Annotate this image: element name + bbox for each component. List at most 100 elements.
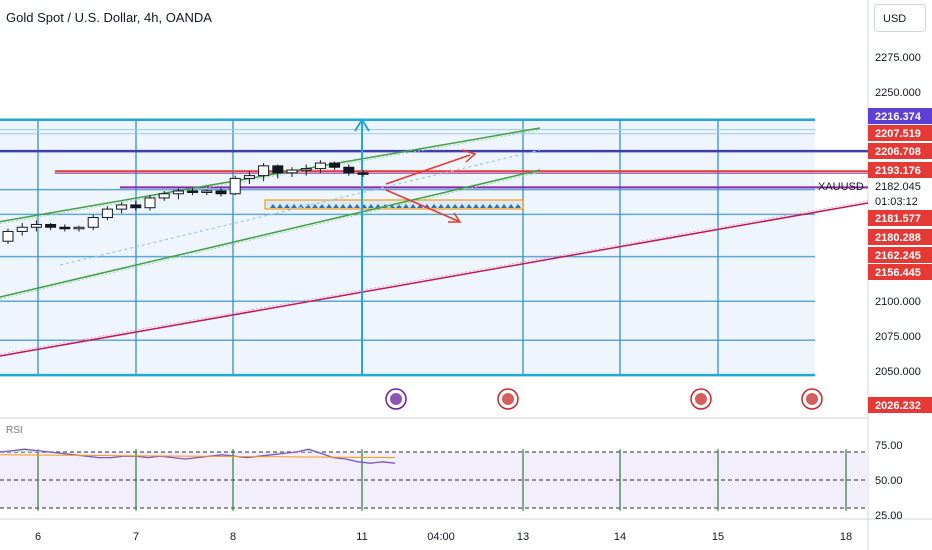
- rsi-line: [0, 448, 396, 464]
- zone-triangle-30: [480, 204, 486, 208]
- rsi-tick-2: 25.00: [875, 510, 903, 522]
- time-label-6: 14: [614, 531, 626, 543]
- bear-arrowhead: [448, 212, 462, 223]
- zone-triangle-23: [431, 204, 437, 208]
- rsi-tick-0: 75.00: [875, 440, 903, 452]
- price-tick-3: 2075.000: [875, 331, 921, 343]
- zone-triangle-9: [333, 204, 339, 208]
- rsi-label: RSI: [6, 425, 23, 436]
- candle-20: [286, 169, 298, 174]
- zone-triangle-8: [326, 204, 332, 208]
- price-badge-2: [868, 143, 932, 159]
- price-badge-8: [868, 397, 932, 413]
- last-price: 2182.045: [875, 181, 921, 193]
- zone-triangle-24: [438, 204, 444, 208]
- price-badge-6: [868, 247, 932, 263]
- time-label-1: 7: [133, 531, 139, 543]
- time-label-4: 04:00: [427, 531, 455, 543]
- zone-box: [0, 119, 815, 376]
- price-badge-label-2: 2206.708: [875, 146, 921, 158]
- bull-arrow: [385, 154, 471, 185]
- price-badge-3: [868, 162, 932, 178]
- zone-triangle-26: [452, 204, 458, 208]
- rsi-overbought-fill: [0, 449, 395, 452]
- zone-triangle-28: [466, 204, 472, 208]
- candle-11: [158, 193, 170, 199]
- candle-9: [130, 204, 142, 209]
- rsi-tick-1: 50.00: [875, 475, 903, 487]
- candle-19: [272, 165, 284, 174]
- countdown: 01:03:12: [875, 196, 918, 208]
- zone-triangle-14: [368, 204, 374, 208]
- zone-triangle-25: [445, 204, 451, 208]
- zone-triangle-20: [410, 204, 416, 208]
- event-icon-core-1: [502, 393, 514, 405]
- zone-triangle-2: [284, 204, 290, 208]
- time-label-3: 11: [356, 531, 367, 543]
- rsi-ma-line: [0, 454, 396, 459]
- zone-triangle-7: [319, 204, 325, 208]
- zone-triangle-0: [270, 204, 276, 208]
- price-badge-5: [868, 229, 932, 245]
- candle-10: [144, 197, 156, 209]
- zone-triangle-34: [508, 204, 514, 208]
- price-badge-0: [868, 108, 932, 124]
- zone-triangle-1: [277, 204, 283, 208]
- zone-triangle-33: [501, 204, 507, 208]
- time-label-2: 8: [230, 531, 236, 543]
- time-label-0: 6: [35, 531, 41, 543]
- zone-triangle-10: [340, 204, 346, 208]
- channel-lower-dots: [0, 171, 541, 300]
- currency-selector[interactable]: USD: [874, 4, 926, 32]
- candle-3: [45, 223, 57, 228]
- candle-24: [343, 166, 355, 174]
- trendline-long: [0, 202, 869, 357]
- event-icon-core-2: [695, 393, 707, 405]
- candle-6: [87, 216, 99, 228]
- price-badge-label-6: 2162.245: [875, 250, 921, 262]
- price-tick-1: 2250.000: [875, 87, 921, 99]
- channel-upper-dots: [0, 129, 541, 225]
- zone-triangle-31: [487, 204, 493, 208]
- candle-14: [201, 190, 213, 193]
- candle-23: [329, 162, 341, 168]
- candle-21: [300, 168, 312, 171]
- candle-4: [59, 226, 71, 230]
- zone-triangle-29: [473, 204, 479, 208]
- time-label-7: 15: [712, 531, 724, 543]
- zone-triangle-4: [298, 204, 304, 208]
- price-badge-label-7: 2156.445: [875, 267, 921, 279]
- price-badge-4: [868, 210, 932, 226]
- candle-0: [2, 230, 14, 242]
- candle-17: [243, 175, 255, 179]
- event-icon-core-3: [806, 393, 818, 405]
- channel-upper: [0, 127, 541, 223]
- price-tick-0: 2275.000: [875, 52, 921, 64]
- chart-title: Gold Spot / U.S. Dollar, 4h, OANDA: [6, 10, 212, 25]
- candle-16: [229, 177, 241, 195]
- price-badge-label-8: 2026.232: [875, 400, 921, 412]
- candle-8: [116, 204, 128, 210]
- candle-15: [215, 190, 227, 195]
- zone-triangle-19: [403, 204, 409, 208]
- candle-18: [258, 165, 270, 177]
- event-icon-core-0: [390, 393, 402, 405]
- trendline-long-dots: [0, 200, 869, 355]
- zone-triangle-3: [291, 204, 297, 208]
- price-tick-4: 2050.000: [875, 366, 921, 378]
- zone-triangle-11: [347, 204, 353, 208]
- candle-12: [172, 190, 184, 195]
- zone-triangle-21: [417, 204, 423, 208]
- price-badge-label-3: 2193.176: [875, 165, 921, 177]
- candle-7: [101, 208, 113, 218]
- channel-lower: [0, 169, 541, 298]
- zone-triangle-35: [515, 204, 521, 208]
- bear-arrow: [385, 189, 459, 222]
- price-badge-label-0: 2216.374: [875, 111, 922, 123]
- candle-1: [16, 226, 28, 232]
- zone-triangle-12: [354, 204, 360, 208]
- price-badge-label-1: 2207.519: [875, 128, 921, 140]
- time-label-8: 18: [840, 531, 852, 543]
- price-badge-1: [868, 125, 932, 141]
